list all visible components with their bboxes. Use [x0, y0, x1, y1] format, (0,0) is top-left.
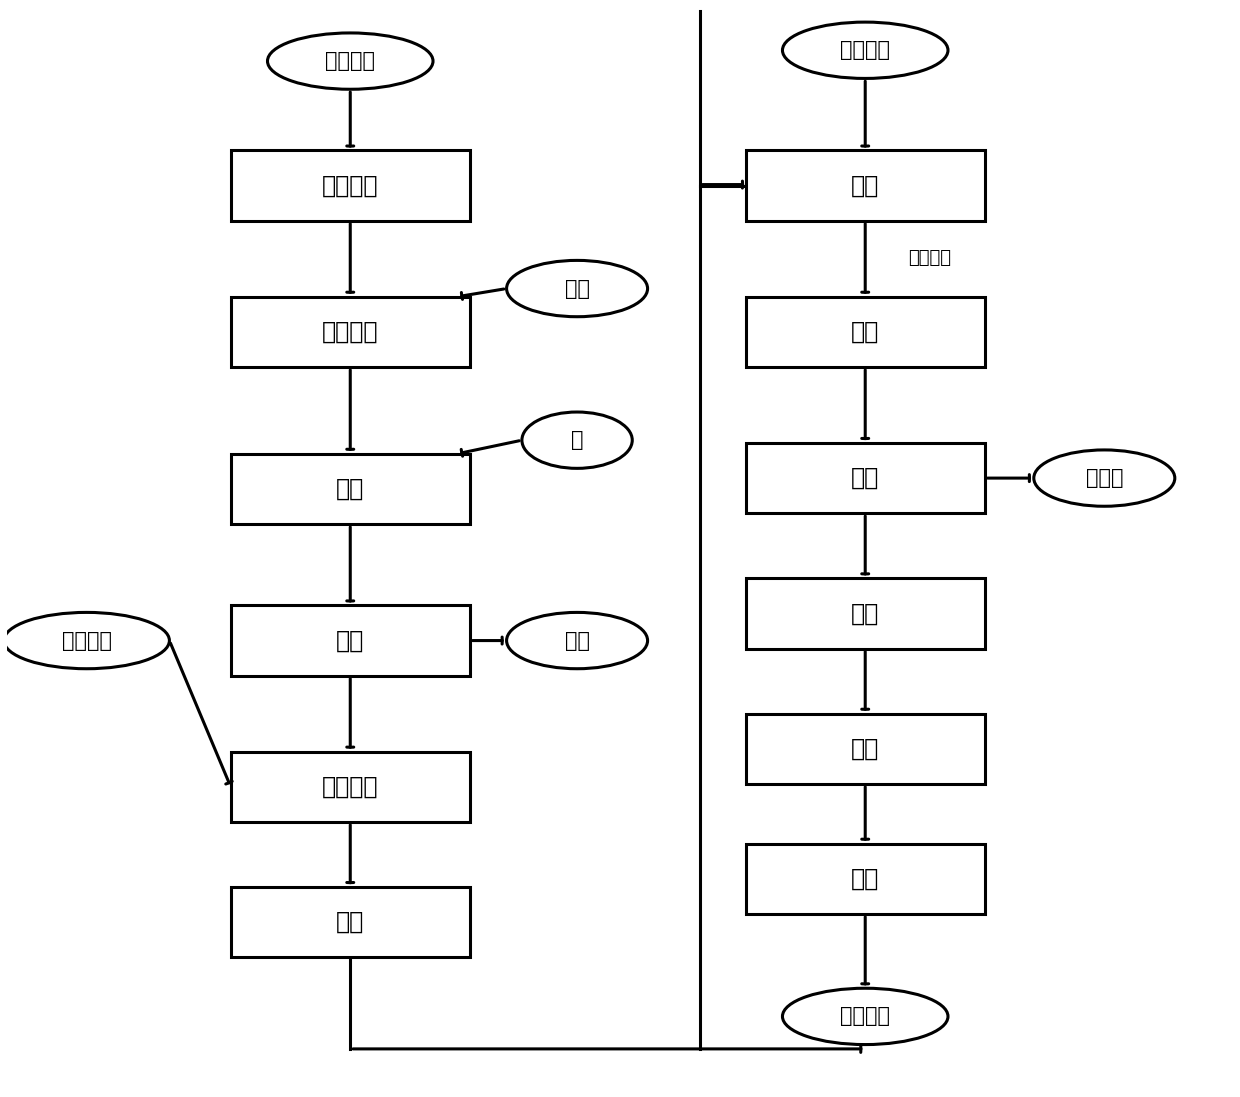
Text: 氢氧化锂: 氢氧化锂: [841, 1006, 890, 1027]
FancyBboxPatch shape: [745, 578, 985, 648]
Ellipse shape: [782, 22, 949, 78]
Text: 冷冻: 冷冻: [851, 320, 879, 343]
Text: 氢氧化钠: 氢氧化钠: [841, 41, 890, 60]
Text: 结晶: 结晶: [851, 737, 879, 761]
Text: 过滤: 过滤: [336, 911, 365, 935]
Text: 过滤: 过滤: [336, 629, 365, 653]
Text: 苛化: 苛化: [851, 173, 879, 197]
Ellipse shape: [782, 988, 949, 1044]
FancyBboxPatch shape: [231, 751, 470, 822]
Text: 氢氧化锂: 氢氧化锂: [908, 249, 951, 268]
Ellipse shape: [507, 612, 647, 669]
Ellipse shape: [507, 260, 647, 317]
Text: 酸化焙烧: 酸化焙烧: [322, 320, 378, 343]
Text: 干燥: 干燥: [851, 867, 879, 891]
Ellipse shape: [522, 412, 632, 468]
Text: 蒸发: 蒸发: [851, 601, 879, 625]
Text: 水: 水: [570, 430, 583, 450]
FancyBboxPatch shape: [745, 296, 985, 367]
Text: 净化除杂: 净化除杂: [322, 774, 378, 799]
Text: 氢氧化钠: 氢氧化钠: [62, 631, 112, 651]
Text: 锂辉石矿: 锂辉石矿: [325, 52, 376, 71]
FancyBboxPatch shape: [231, 296, 470, 367]
FancyBboxPatch shape: [745, 844, 985, 914]
Text: 浸出: 浸出: [336, 477, 365, 501]
Text: 硫酸: 硫酸: [564, 279, 589, 298]
Text: 残渣: 残渣: [564, 631, 589, 651]
Ellipse shape: [1034, 450, 1174, 506]
FancyBboxPatch shape: [231, 887, 470, 958]
FancyBboxPatch shape: [231, 150, 470, 220]
FancyBboxPatch shape: [745, 443, 985, 513]
Ellipse shape: [4, 612, 170, 669]
FancyBboxPatch shape: [745, 714, 985, 784]
FancyBboxPatch shape: [745, 150, 985, 220]
FancyBboxPatch shape: [231, 454, 470, 524]
Text: 过滤: 过滤: [851, 466, 879, 490]
Ellipse shape: [268, 33, 433, 89]
Text: 硫酸钠: 硫酸钠: [1085, 468, 1123, 488]
FancyBboxPatch shape: [231, 606, 470, 676]
Text: 转型煅烧: 转型煅烧: [322, 173, 378, 197]
